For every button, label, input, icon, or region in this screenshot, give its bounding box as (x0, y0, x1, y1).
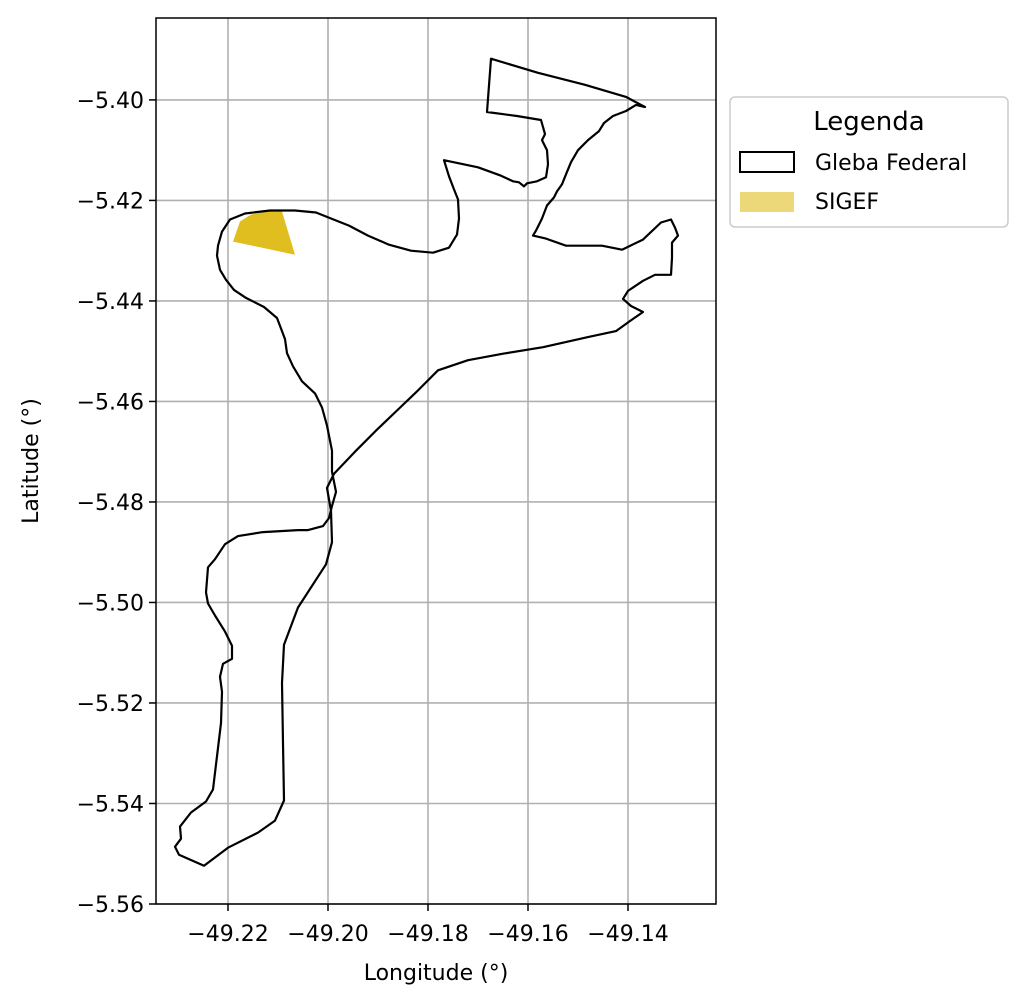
legend: Legenda Gleba Federal SIGEF (729, 96, 1009, 228)
legend-title: Legenda (813, 107, 924, 137)
x-tick-label: −49.18 (387, 922, 468, 947)
layer-gleba-federal (173, 57, 680, 867)
plot-frame (155, 17, 717, 905)
gridlines (156, 18, 716, 905)
y-tick-label: −5.48 (77, 491, 144, 516)
x-tick-label: −49.20 (287, 922, 368, 947)
axis-ticks: −49.22 −49.20 −49.18 −49.16 −49.14 −5.40 −5.42… (77, 89, 669, 947)
x-axis-label: Longitude (°) (364, 961, 509, 986)
legend-label-gleba-federal: Gleba Federal (815, 151, 967, 176)
legend-box (729, 96, 1009, 228)
y-tick-label: −5.44 (77, 290, 144, 315)
y-axis-label: Latitude (°) (19, 398, 44, 524)
x-tick-label: −49.16 (487, 922, 568, 947)
legend-swatch-gleba-federal (739, 151, 795, 173)
legend-swatch-sigef (740, 192, 794, 212)
y-tick-label: −5.52 (77, 692, 144, 717)
y-tick-label: −5.56 (77, 893, 144, 918)
legend-label-sigef: SIGEF (815, 190, 879, 215)
y-tick-label: −5.54 (77, 792, 144, 817)
y-tick-label: −5.50 (77, 591, 144, 616)
y-tick-label: −5.46 (77, 390, 144, 415)
map-layers (173, 57, 680, 867)
y-tick-label: −5.42 (77, 189, 144, 214)
y-tick-label: −5.40 (77, 89, 144, 114)
x-tick-label: −49.14 (587, 922, 668, 947)
x-tick-label: −49.22 (187, 922, 268, 947)
layer-sigef (233, 211, 295, 255)
